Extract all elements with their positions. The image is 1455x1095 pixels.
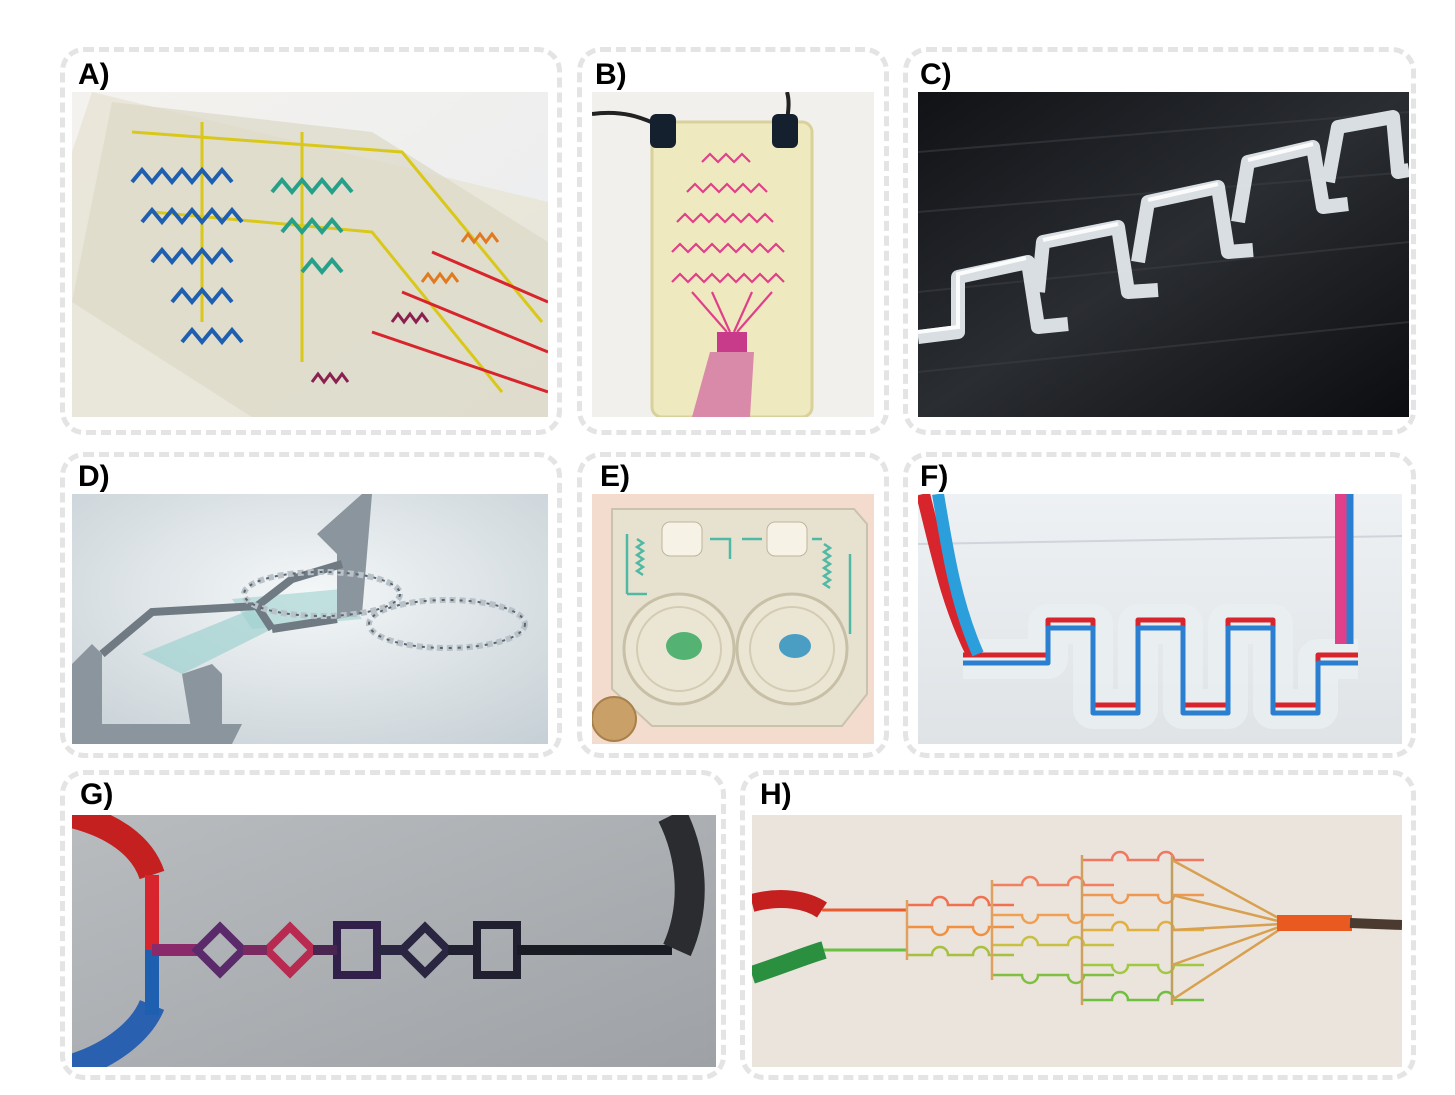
panel-b-photo bbox=[592, 92, 874, 417]
panel-e bbox=[577, 452, 889, 758]
panel-a-photo bbox=[72, 92, 548, 417]
panel-h bbox=[740, 770, 1416, 1080]
panel-c-label: C) bbox=[920, 58, 952, 91]
panel-h-label: H) bbox=[760, 778, 792, 811]
panel-f bbox=[903, 452, 1416, 758]
panel-e-photo bbox=[592, 494, 874, 744]
panel-c-photo bbox=[918, 92, 1409, 417]
panel-g-label: G) bbox=[80, 778, 114, 811]
panel-d-label: D) bbox=[78, 460, 110, 493]
panel-f-label: F) bbox=[920, 460, 949, 493]
panel-b-label: B) bbox=[595, 58, 627, 91]
panel-g-photo bbox=[72, 815, 716, 1067]
panel-d bbox=[60, 452, 562, 758]
panel-a-label: A) bbox=[78, 58, 110, 91]
panel-h-photo bbox=[752, 815, 1402, 1067]
panel-c bbox=[903, 47, 1416, 435]
panel-d-photo bbox=[72, 494, 548, 744]
panel-b bbox=[577, 47, 889, 435]
panel-a bbox=[60, 47, 562, 435]
panel-f-photo bbox=[918, 494, 1402, 744]
panel-e-label: E) bbox=[600, 460, 630, 493]
panel-g bbox=[60, 770, 726, 1080]
